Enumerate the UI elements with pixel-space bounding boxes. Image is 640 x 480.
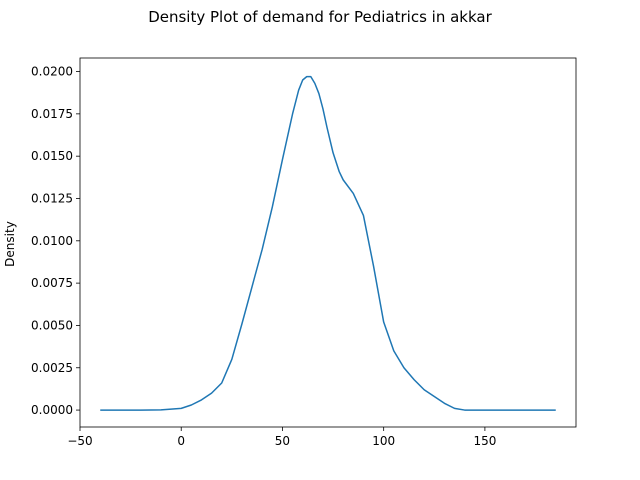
y-tick-label: 0.0200 (31, 65, 73, 79)
x-tick-label: 0 (177, 434, 185, 448)
y-tick-label: 0.0125 (31, 191, 73, 205)
y-tick-label: 0.0000 (31, 403, 73, 417)
density-line (100, 75, 556, 411)
x-tick-label: 50 (275, 434, 290, 448)
x-tick-label: 100 (372, 434, 395, 448)
y-tick-label: 0.0075 (31, 276, 73, 290)
plot-frame (79, 57, 577, 428)
chart-title: Density Plot of demand for Pediatrics in… (148, 8, 492, 26)
y-tick-label: 0.0100 (31, 234, 73, 248)
y-tick-label: 0.0175 (31, 107, 73, 121)
y-tick-label: 0.0025 (31, 361, 73, 375)
y-tick-label: 0.0050 (31, 318, 73, 332)
y-tick-label: 0.0150 (31, 149, 73, 163)
x-tick-label: 150 (473, 434, 496, 448)
y-axis-label: Density (3, 221, 17, 267)
plot-area: −50 0 50 100 150 0.0000 0.0025 0.0050 0.0075 0.01… (31, 57, 577, 448)
x-tick-label: −50 (67, 434, 92, 448)
